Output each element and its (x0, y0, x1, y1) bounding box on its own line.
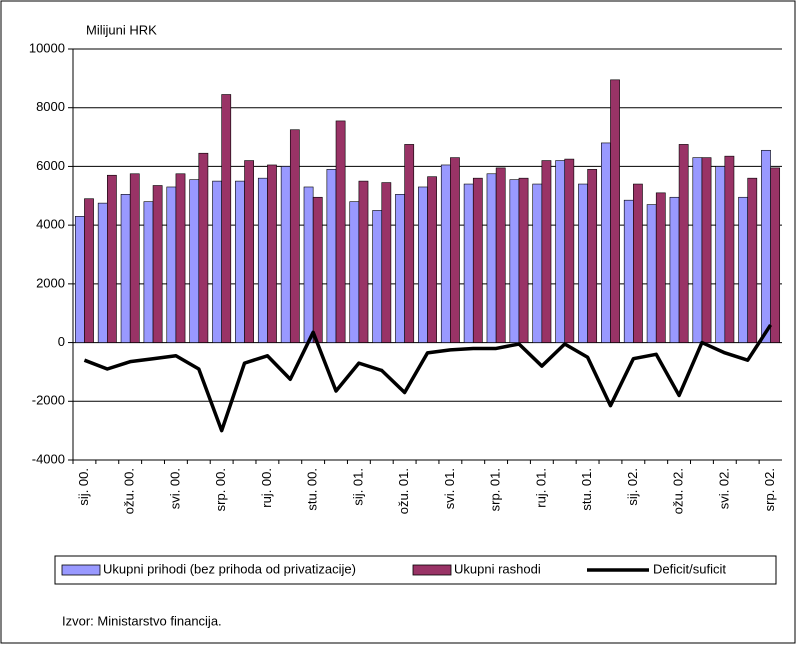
bar (450, 157, 460, 343)
x-tick-label: svi. 01. (442, 468, 457, 509)
bar (189, 179, 200, 343)
source: Izvor: Ministarstvo financija. (62, 613, 222, 628)
bar (747, 177, 758, 343)
bar (463, 183, 474, 343)
legend-swatch (412, 564, 452, 576)
x-tick-label: svi. 02. (716, 468, 731, 509)
bar (120, 194, 131, 343)
x-tick-label: stu. 01. (579, 468, 594, 511)
bar (221, 94, 232, 343)
bar (472, 177, 483, 343)
bar (257, 177, 268, 343)
bar (244, 160, 254, 343)
x-tick-label: ožu. 02. (671, 468, 686, 514)
bar (303, 186, 314, 343)
bar (578, 183, 588, 343)
bar (395, 194, 405, 343)
bar (335, 120, 346, 343)
legend-label: Deficit/suficit (653, 561, 726, 576)
y-tick-label: 10000 (29, 40, 65, 55)
bar (518, 177, 529, 343)
bar (564, 158, 575, 343)
bar (701, 157, 712, 343)
bar (655, 192, 666, 343)
y-tick-label: -4000 (32, 451, 65, 466)
bar (372, 210, 383, 343)
bar (418, 186, 428, 343)
bar (129, 173, 140, 343)
y-tick-label: 4000 (36, 217, 65, 232)
bar (212, 180, 222, 343)
bar (610, 79, 620, 343)
x-tick-label: sij. 01. (350, 468, 365, 506)
x-tick-label: ruj. 00. (259, 468, 274, 508)
bar (541, 160, 552, 343)
bar (678, 144, 689, 343)
bar (166, 186, 177, 343)
bar (532, 183, 543, 343)
x-tick-label: ožu. 00. (122, 468, 137, 514)
x-tick-label: stu. 00. (305, 468, 320, 511)
legend-label: Ukupni rashodi (454, 561, 541, 576)
bar (427, 176, 437, 343)
bar (143, 201, 154, 343)
x-tick-label: srp. 00. (213, 468, 228, 511)
bar (509, 179, 520, 343)
bar (152, 185, 163, 343)
y-tick-label: 0 (58, 334, 65, 349)
bar (107, 174, 117, 343)
bar (358, 180, 369, 343)
bar (692, 157, 703, 343)
y-tick-label: 8000 (36, 99, 65, 114)
bar (289, 129, 300, 343)
bar (267, 164, 277, 343)
y-tick-label: 2000 (36, 275, 65, 290)
bar (555, 160, 566, 343)
bar (440, 164, 451, 343)
x-tick-label: sij. 00. (76, 468, 91, 506)
bar (601, 142, 611, 343)
bar (715, 166, 726, 343)
bar (587, 169, 598, 343)
x-tick-label: ruj. 01. (533, 468, 548, 508)
bar (175, 173, 186, 343)
y-axis-label: Milijuni HRK (86, 22, 157, 37)
bar (84, 198, 94, 343)
legend-label: Ukupni prihodi (bez prihoda od privatiza… (103, 561, 356, 576)
x-tick-label: srp. 01. (488, 468, 503, 511)
bar (349, 201, 360, 343)
bar (198, 152, 209, 343)
bar (381, 182, 392, 343)
bar (724, 155, 735, 343)
y-tick-label: -2000 (32, 393, 65, 408)
bar (280, 166, 291, 343)
y-tick-label: 6000 (36, 158, 65, 173)
bar (235, 180, 245, 343)
bar (669, 196, 680, 343)
bar (495, 167, 506, 343)
bar (646, 204, 657, 343)
bar (633, 183, 643, 343)
x-tick-label: svi. 00. (167, 468, 182, 509)
bar (486, 173, 497, 343)
bar (623, 199, 634, 343)
bar (326, 169, 337, 343)
x-tick-label: sij. 02. (625, 468, 640, 506)
bar (770, 167, 781, 343)
bar (761, 149, 771, 343)
x-tick-label: ožu. 01. (396, 468, 411, 514)
bar (97, 202, 108, 343)
bar (74, 216, 85, 343)
line (83, 324, 773, 433)
x-tick-label: srp. 02. (762, 468, 777, 511)
bar (738, 196, 748, 343)
bar (404, 144, 415, 343)
bar (312, 196, 323, 343)
legend-swatch (61, 564, 101, 576)
